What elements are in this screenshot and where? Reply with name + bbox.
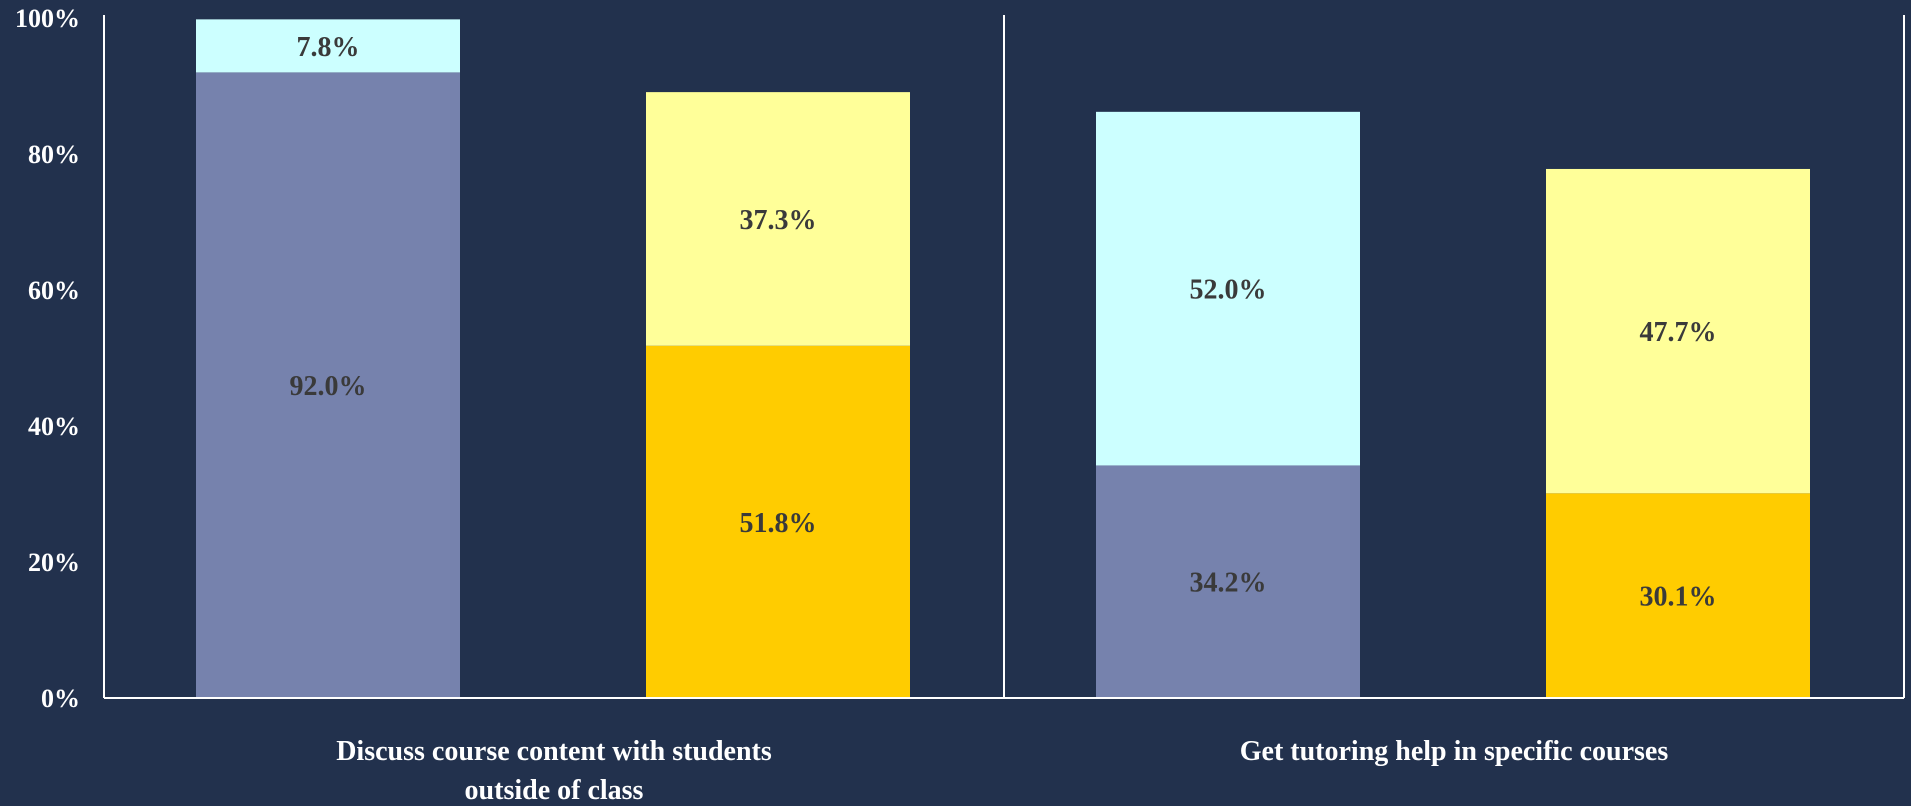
bar-segment [1546, 168, 1810, 494]
y-tick-label: 20% [28, 548, 80, 577]
y-tick-label: 0% [41, 684, 80, 713]
data-label: 37.3% [740, 205, 817, 236]
data-label: 30.1% [1640, 582, 1717, 613]
y-tick-label: 40% [28, 412, 80, 441]
y-tick-label: 100% [15, 4, 80, 33]
bars-layer [196, 19, 1810, 698]
category-label: Discuss course content with students [336, 736, 772, 767]
bar-segment [1096, 111, 1360, 466]
category-label: outside of class [465, 775, 644, 806]
y-tick-label: 80% [28, 140, 80, 169]
data-label: 51.8% [740, 508, 817, 539]
bar-segment [646, 92, 910, 346]
bar-segment [1546, 493, 1810, 698]
data-label: 47.7% [1640, 317, 1717, 348]
y-tick-label: 60% [28, 276, 80, 305]
data-label: 34.2% [1190, 568, 1267, 599]
data-label: 52.0% [1190, 275, 1267, 306]
data-label: 7.8% [297, 32, 360, 63]
labels-layer: 92.0% 7.8% 51.8% 37.3% Discuss course conten… [15, 4, 1717, 806]
data-label: 92.0% [290, 371, 367, 402]
bar-segment [196, 72, 460, 698]
bar-segment [1096, 465, 1360, 698]
bar-segment [196, 19, 460, 73]
axes-layer [103, 15, 1905, 699]
category-label: Get tutoring help in specific courses [1240, 736, 1669, 767]
bar-segment [646, 345, 910, 698]
